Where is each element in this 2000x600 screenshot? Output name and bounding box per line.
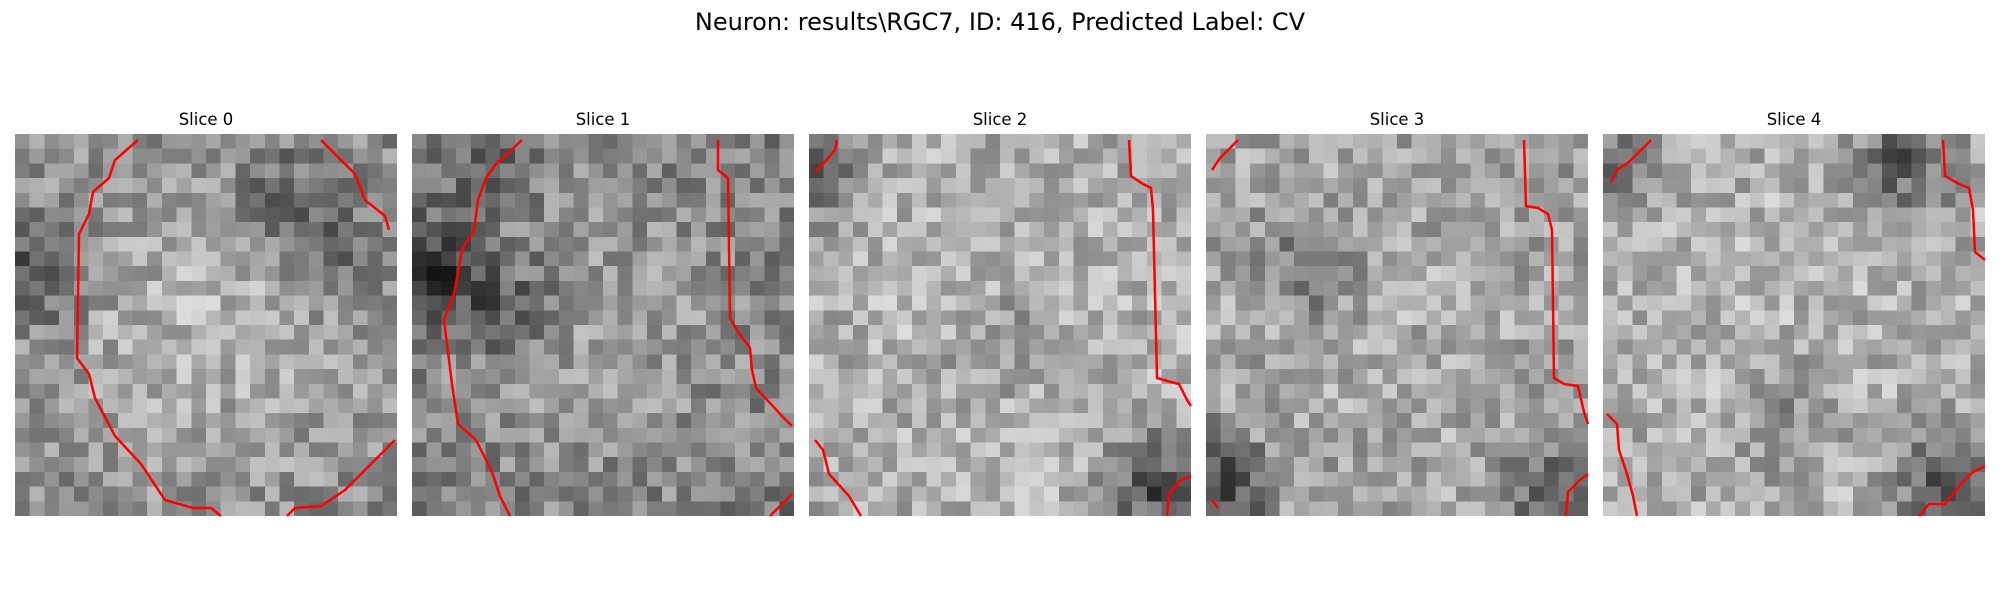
slice-panel-1: Slice 1 xyxy=(412,110,794,516)
contour-overlay xyxy=(412,134,794,516)
slice-title: Slice 4 xyxy=(1603,110,1985,130)
contour-line xyxy=(815,140,837,172)
contour-line xyxy=(718,140,792,426)
contour-line xyxy=(1524,140,1588,424)
slice-panel-3: Slice 3 xyxy=(1206,110,1588,516)
contour-line xyxy=(815,440,861,516)
slice-title: Slice 2 xyxy=(809,110,1191,130)
contour-line xyxy=(770,494,792,516)
contour-line xyxy=(321,140,389,230)
contour-line xyxy=(77,140,221,516)
slice-panel-2: Slice 2 xyxy=(809,110,1191,516)
slice-panel-0: Slice 0 xyxy=(15,110,397,516)
contour-line xyxy=(1212,140,1238,170)
contour-overlay xyxy=(809,134,1191,516)
contour-line xyxy=(1129,140,1191,406)
slice-title: Slice 0 xyxy=(15,110,397,130)
contour-line xyxy=(287,440,395,516)
contour-line xyxy=(444,140,522,516)
contour-line xyxy=(1943,140,1985,260)
contour-line xyxy=(1611,140,1651,182)
slice-title: Slice 3 xyxy=(1206,110,1588,130)
contour-line xyxy=(1919,466,1985,516)
contour-overlay xyxy=(15,134,397,516)
slice-panel-4: Slice 4 xyxy=(1603,110,1985,516)
contour-overlay xyxy=(1206,134,1588,516)
contour-line xyxy=(1167,476,1191,516)
contour-line xyxy=(1566,474,1588,516)
figure-title: Neuron: results\RGC7, ID: 416, Predicted… xyxy=(0,6,2000,38)
contour-line xyxy=(1607,414,1637,516)
contour-line xyxy=(1212,500,1218,508)
contour-overlay xyxy=(1603,134,1985,516)
slice-title: Slice 1 xyxy=(412,110,794,130)
